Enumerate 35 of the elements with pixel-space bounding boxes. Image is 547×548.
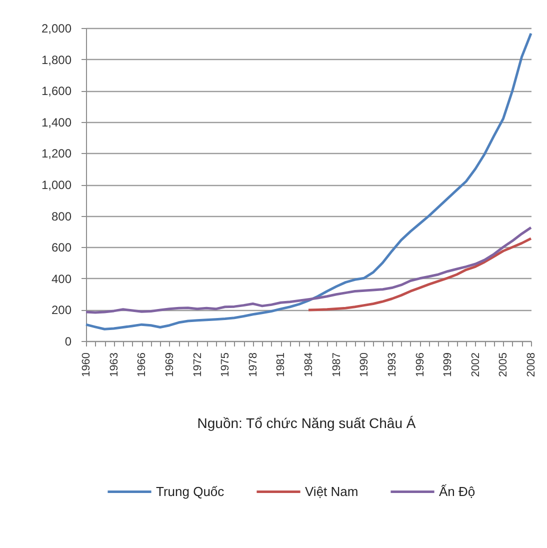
x-tick-label: 2002: [470, 352, 482, 377]
x-tick-label: 1960: [80, 352, 92, 377]
x-tick-label: 1999: [442, 352, 454, 377]
x-tick-label: 1966: [136, 352, 148, 377]
legend-label: Việt Nam: [305, 484, 358, 499]
x-tick-label: 1990: [358, 352, 371, 377]
y-tick-label: 1,600: [41, 84, 72, 98]
x-tick-label: 1981: [275, 352, 288, 377]
line-series: [84, 226, 532, 314]
y-tick-label: 0: [64, 334, 72, 348]
x-tick-label: 1975: [220, 352, 232, 377]
x-tick-label: 1987: [330, 352, 343, 377]
x-tick-label: 1984: [303, 352, 315, 377]
y-tick-label: 600: [51, 240, 72, 255]
line-series: [84, 32, 532, 330]
x-tick-label: 1996: [414, 352, 426, 377]
y-tick-label: 800: [51, 209, 72, 224]
x-tick-label: 1993: [386, 352, 398, 377]
x-tick-label: 2005: [498, 352, 510, 377]
y-tick-label: 2,000: [41, 22, 72, 36]
text: Nguồn: Tổ chức Năng suất Châu Á: [197, 415, 416, 431]
y-tick-label: 1,400: [41, 115, 72, 130]
y-tick-label: 400: [51, 272, 72, 286]
y-tick-label: 1,200: [41, 146, 72, 161]
y-tick-label: 200: [51, 303, 72, 318]
x-tick-label: 2008: [526, 352, 538, 377]
x-tick-label: 1963: [108, 352, 120, 377]
x-tick-label: 1972: [192, 352, 204, 377]
legend-label: Ấn Độ: [439, 484, 476, 499]
legend-label: Trung Quốc: [156, 484, 225, 499]
x-tick-label: 1978: [247, 352, 260, 377]
x-tick-label: 1969: [164, 352, 176, 377]
y-tick-label: 1,000: [41, 178, 72, 192]
line-series: [307, 237, 532, 312]
y-tick-label: 1,800: [41, 52, 72, 67]
